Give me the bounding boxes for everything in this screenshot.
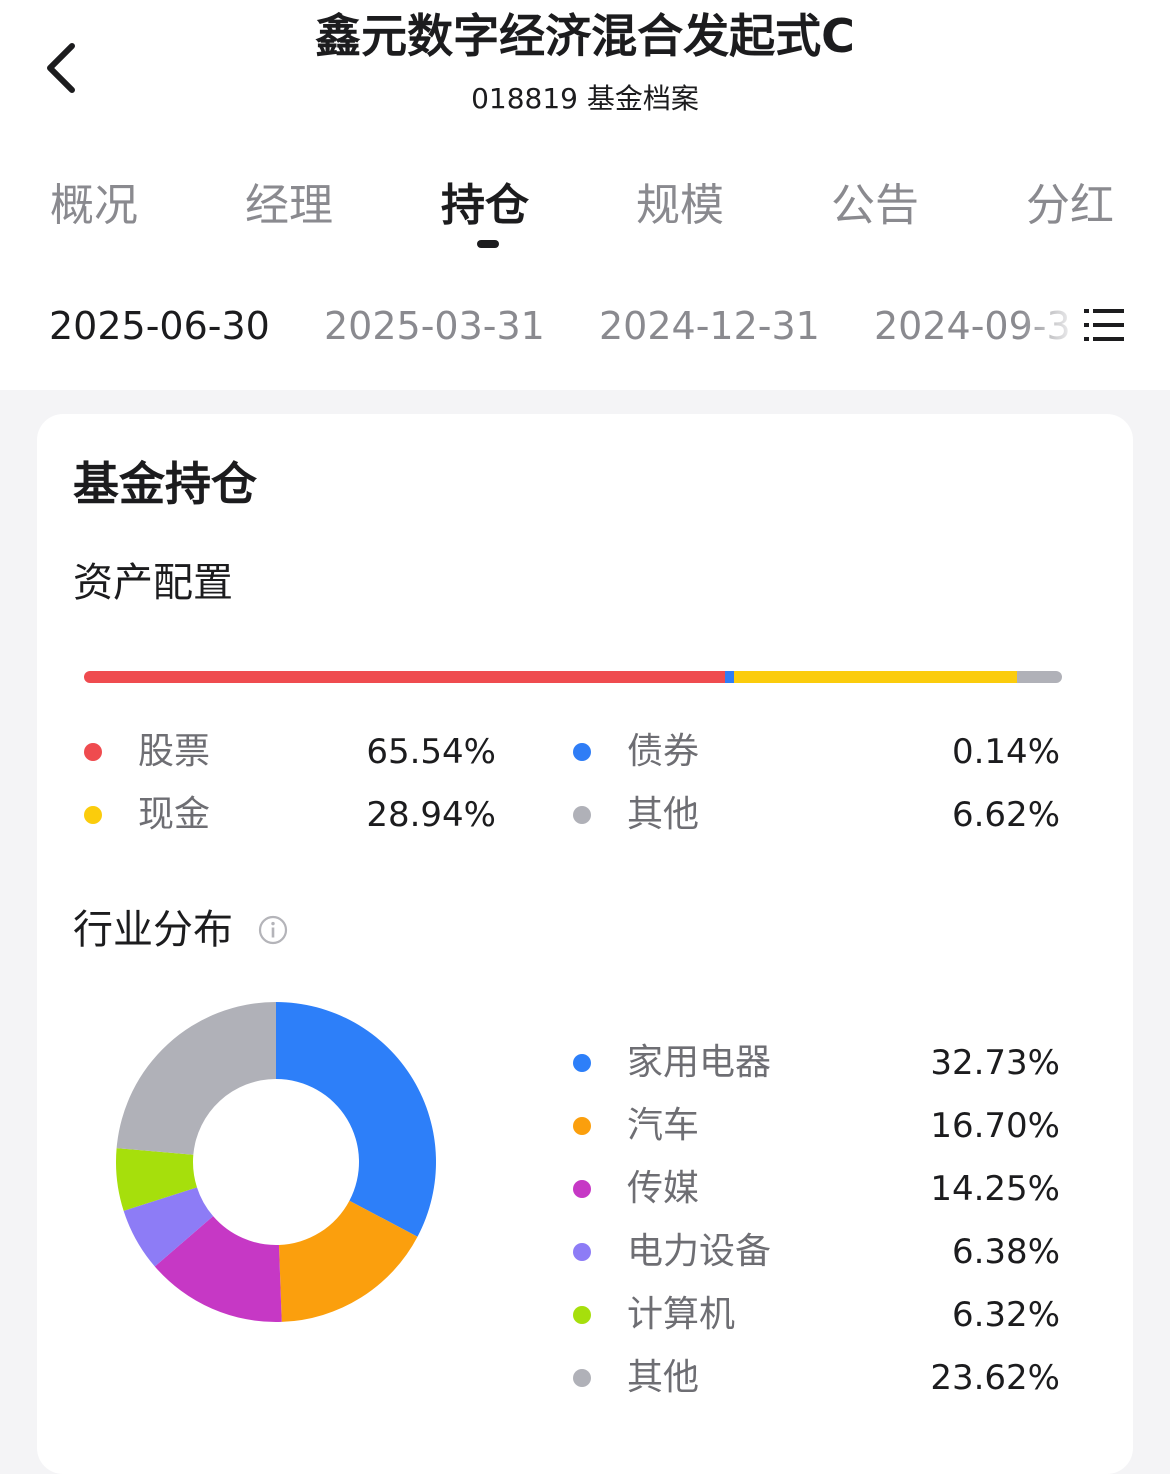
legend-label: 其他 xyxy=(627,1357,700,1398)
legend-label: 现金 xyxy=(138,794,211,835)
legend-value: 32.73% xyxy=(930,1043,1060,1083)
date-option[interactable]: 2025-06-30 xyxy=(49,304,270,348)
legend-dot xyxy=(573,743,591,761)
legend-value: 0.14% xyxy=(951,732,1060,772)
tab-holdings[interactable]: 持仓 xyxy=(441,180,529,231)
legend-dot xyxy=(84,743,102,761)
legend-value: 6.32% xyxy=(951,1295,1060,1335)
donut-slice xyxy=(278,1200,418,1322)
legend-label: 股票 xyxy=(138,731,211,772)
card-title: 基金持仓 xyxy=(73,457,257,511)
asset-allocation-title: 资产配置 xyxy=(73,560,233,606)
legend-value: 16.70% xyxy=(930,1106,1060,1146)
industry-distribution-title: 行业分布 xyxy=(73,907,233,953)
page-subtitle: 018819 基金档案 xyxy=(471,82,699,115)
donut-slice xyxy=(276,1002,436,1237)
legend-value: 28.94% xyxy=(366,795,496,835)
donut-slice xyxy=(116,1148,197,1211)
legend-dot xyxy=(573,1243,591,1261)
industry-donut-chart xyxy=(116,1002,436,1322)
legend-label: 家用电器 xyxy=(627,1042,772,1083)
chevron-left-icon xyxy=(47,43,75,93)
legend-dot xyxy=(573,1306,591,1324)
asset-allocation-bar xyxy=(84,671,1062,683)
date-option[interactable]: 2024-12-31 xyxy=(599,304,820,348)
legend-dot xyxy=(573,1117,591,1135)
donut-slice xyxy=(123,1187,214,1267)
legend-dot xyxy=(573,1180,591,1198)
legend-value: 6.62% xyxy=(951,795,1060,835)
legend-label: 计算机 xyxy=(627,1294,736,1335)
legend-label: 电力设备 xyxy=(627,1231,772,1272)
legend-value: 65.54% xyxy=(366,732,496,772)
legend-value: 23.62% xyxy=(930,1358,1060,1398)
back-button[interactable] xyxy=(36,36,96,96)
tab-announcements[interactable]: 公告 xyxy=(831,180,919,231)
page-title: 鑫元数字经济混合发起式C xyxy=(315,9,855,63)
legend-dot xyxy=(573,1369,591,1387)
allocation-segment xyxy=(733,671,1017,683)
date-selector: 2025-06-30 2025-03-31 2024-12-31 2024-09… xyxy=(0,290,1070,362)
legend-value: 14.25% xyxy=(930,1169,1060,1209)
tab-manager[interactable]: 经理 xyxy=(245,180,333,231)
allocation-segment xyxy=(84,671,725,683)
header-area xyxy=(0,0,1170,390)
legend-label: 其他 xyxy=(627,794,700,835)
legend-value: 6.38% xyxy=(951,1232,1060,1272)
active-tab-indicator xyxy=(477,240,499,248)
allocation-segment xyxy=(724,671,734,683)
info-icon[interactable] xyxy=(258,915,288,945)
legend-label: 汽车 xyxy=(627,1105,700,1146)
legend-dot xyxy=(84,806,102,824)
date-strip-fade xyxy=(1020,290,1080,362)
legend-label: 债券 xyxy=(627,731,700,772)
legend-dot xyxy=(573,1054,591,1072)
tab-scale[interactable]: 规模 xyxy=(636,180,724,231)
allocation-segment xyxy=(1016,671,1062,683)
date-option[interactable]: 2025-03-31 xyxy=(324,304,545,348)
donut-slice xyxy=(154,1216,282,1322)
tab-overview[interactable]: 概况 xyxy=(50,180,138,231)
list-menu-icon xyxy=(1084,309,1124,341)
donut-slice xyxy=(116,1002,277,1155)
tab-dividends[interactable]: 分红 xyxy=(1026,180,1114,231)
legend-label: 传媒 xyxy=(627,1168,700,1209)
date-list-button[interactable] xyxy=(1082,303,1126,347)
legend-dot xyxy=(573,806,591,824)
